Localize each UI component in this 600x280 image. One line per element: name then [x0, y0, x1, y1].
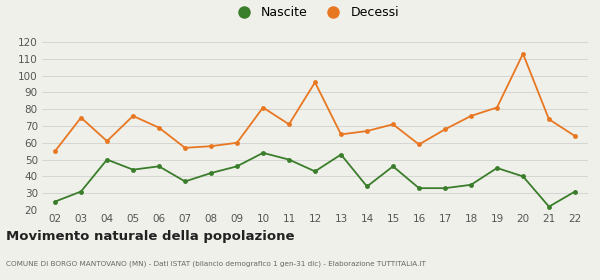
Text: Movimento naturale della popolazione: Movimento naturale della popolazione	[6, 230, 295, 242]
Nascite	[545, 205, 553, 208]
Decessi	[467, 114, 475, 118]
Decessi	[208, 144, 215, 148]
Legend: Nascite, Decessi: Nascite, Decessi	[226, 1, 404, 24]
Decessi	[155, 126, 163, 129]
Nascite	[311, 170, 319, 173]
Decessi	[415, 143, 422, 146]
Nascite	[467, 183, 475, 186]
Line: Nascite: Nascite	[53, 150, 577, 209]
Decessi	[77, 116, 85, 119]
Decessi	[389, 123, 397, 126]
Nascite	[77, 190, 85, 193]
Decessi	[364, 129, 371, 133]
Nascite	[208, 171, 215, 175]
Decessi	[130, 114, 137, 118]
Nascite	[389, 165, 397, 168]
Nascite	[155, 165, 163, 168]
Decessi	[337, 133, 344, 136]
Nascite	[415, 186, 422, 190]
Decessi	[571, 134, 578, 138]
Decessi	[493, 106, 500, 109]
Nascite	[286, 158, 293, 161]
Nascite	[493, 166, 500, 170]
Decessi	[442, 128, 449, 131]
Nascite	[181, 180, 188, 183]
Nascite	[442, 186, 449, 190]
Decessi	[103, 139, 110, 143]
Nascite	[130, 168, 137, 171]
Nascite	[52, 200, 59, 203]
Decessi	[181, 146, 188, 150]
Decessi	[545, 118, 553, 121]
Decessi	[520, 52, 527, 55]
Decessi	[233, 141, 241, 144]
Nascite	[364, 185, 371, 188]
Nascite	[520, 175, 527, 178]
Nascite	[337, 153, 344, 156]
Decessi	[286, 123, 293, 126]
Decessi	[311, 81, 319, 84]
Nascite	[103, 158, 110, 161]
Decessi	[52, 150, 59, 153]
Line: Decessi: Decessi	[53, 51, 577, 154]
Text: COMUNE DI BORGO MANTOVANO (MN) - Dati ISTAT (bilancio demografico 1 gen-31 dic) : COMUNE DI BORGO MANTOVANO (MN) - Dati IS…	[6, 260, 426, 267]
Decessi	[259, 106, 266, 109]
Nascite	[259, 151, 266, 155]
Nascite	[233, 165, 241, 168]
Nascite	[571, 190, 578, 193]
